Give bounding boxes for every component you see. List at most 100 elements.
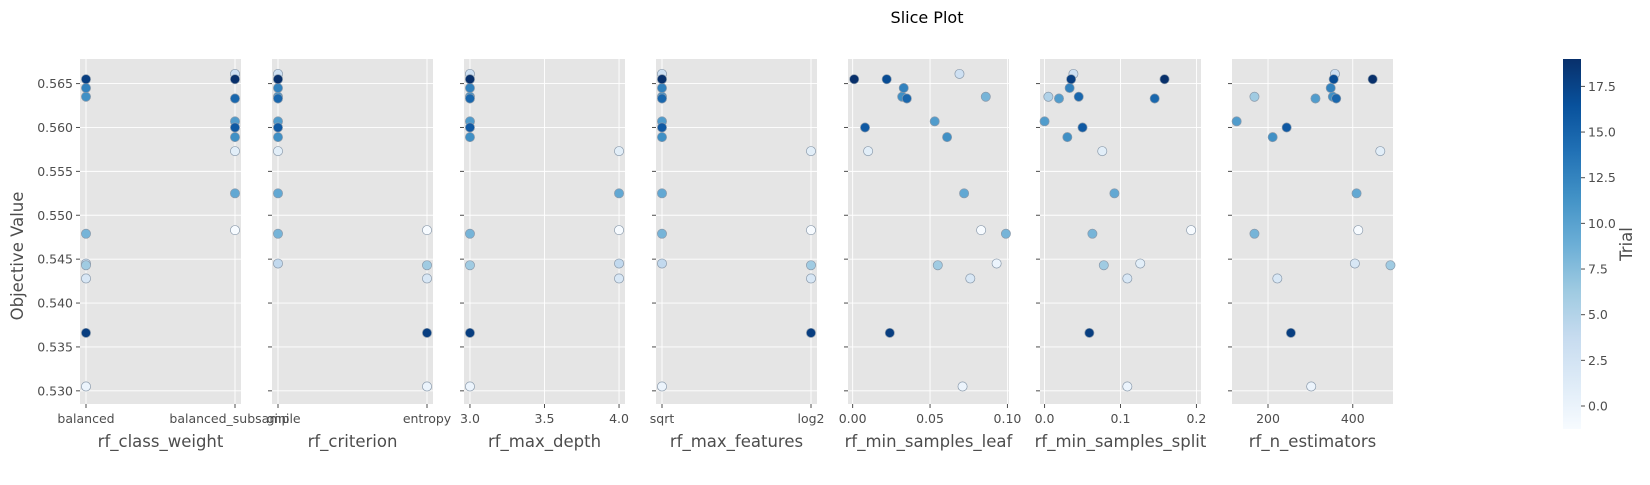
data-point [1351, 188, 1362, 199]
data-point [273, 83, 283, 93]
data-point [657, 74, 667, 85]
y-tick-label: 0.560 [37, 120, 73, 135]
data-point [81, 260, 91, 271]
x-tick-label: log2 [797, 411, 824, 426]
data-point [1272, 273, 1283, 284]
data-point [657, 83, 667, 93]
data-point [230, 146, 240, 157]
data-point [1231, 116, 1242, 127]
colorbar-tick-label: 15.0 [1588, 125, 1616, 140]
data-point [898, 83, 909, 93]
data-point [1135, 258, 1146, 269]
data-point [954, 68, 965, 79]
data-point [901, 93, 912, 104]
data-point [1310, 93, 1321, 104]
colorbar-tick-label: 17.5 [1588, 79, 1616, 94]
data-point [1098, 260, 1109, 271]
data-point [273, 132, 283, 143]
colorbar-tick-label: 10.0 [1588, 216, 1616, 231]
data-point [1097, 146, 1108, 157]
data-point [806, 260, 816, 271]
data-point [465, 93, 475, 104]
data-point [657, 228, 667, 239]
data-point [1084, 327, 1095, 338]
data-point [81, 228, 91, 239]
x-tick-label: 4.0 [609, 411, 629, 426]
data-point [1066, 74, 1077, 85]
data-point [849, 74, 860, 85]
data-point [980, 91, 991, 102]
x-tick-label: sqrt [650, 411, 675, 426]
data-point [465, 122, 475, 133]
data-point [942, 132, 953, 143]
panel-rf-n-estimators: 200 400 rf_n_estimators [1228, 59, 1396, 452]
data-point [806, 327, 816, 338]
x-tick-label: 0.1 [1111, 411, 1131, 426]
slice-panels: 0.530 0.535 0.540 0.545 0.550 0.555 0.560 0.565… [37, 59, 1396, 452]
data-point [991, 258, 1002, 269]
colorbar-tick-label: 12.5 [1588, 170, 1616, 185]
data-point [614, 273, 624, 284]
panel-rf-criterion: gini entropy rf_criterion [267, 59, 452, 452]
data-point [884, 327, 895, 338]
data-point [1285, 327, 1296, 338]
data-point [273, 146, 283, 157]
data-point [422, 327, 432, 338]
data-point [81, 74, 91, 85]
data-point [929, 116, 940, 127]
data-point [422, 273, 432, 284]
data-point [657, 122, 667, 133]
data-point [1328, 74, 1339, 85]
data-point [273, 258, 283, 269]
data-point [81, 83, 91, 93]
data-point [422, 381, 432, 392]
data-point [1122, 381, 1133, 392]
data-point [657, 381, 667, 392]
y-tick-label: 0.565 [37, 76, 73, 91]
data-point [614, 146, 624, 157]
x-tick-label: 0.0 [1035, 411, 1055, 426]
data-point [273, 74, 283, 85]
panel-rf-class-weight: 0.530 0.535 0.540 0.545 0.550 0.555 0.560 0.565… [37, 59, 301, 452]
panel-rf-max-depth: 3.0 3.5 4.0 rf_max_depth [460, 59, 629, 452]
data-point [1267, 132, 1278, 143]
x-tick-label: entropy [403, 411, 452, 426]
data-point [465, 132, 475, 143]
data-point [1122, 273, 1133, 284]
data-point [1375, 146, 1386, 157]
colorbar: Trial 0.0 2.5 5.0 7.5 10.0 12.5 15.0 17.5 [1563, 59, 1636, 429]
data-point [1349, 258, 1360, 269]
data-point [465, 83, 475, 93]
data-point [1043, 91, 1054, 102]
data-point [273, 228, 283, 239]
plot-area [656, 59, 817, 404]
data-point [806, 146, 816, 157]
data-point [657, 132, 667, 143]
data-point [273, 122, 283, 133]
y-axis-label: Objective Value [8, 192, 27, 321]
data-point [1077, 122, 1088, 133]
data-point [230, 132, 240, 143]
x-tick-label: 0.10 [994, 411, 1022, 426]
data-point [881, 74, 892, 85]
data-point [1249, 228, 1260, 239]
data-point [614, 258, 624, 269]
y-tick-label: 0.545 [37, 252, 73, 267]
data-point [81, 381, 91, 392]
panel-rf-max-features: sqrt log2 rf_max_features [650, 59, 825, 452]
data-point [965, 273, 976, 284]
x-axis-label: rf_class_weight [98, 432, 224, 452]
colorbar-tick-label: 0.0 [1588, 399, 1608, 414]
x-tick-label: 0.2 [1186, 411, 1206, 426]
data-point [957, 381, 968, 392]
plot-area [272, 59, 433, 404]
data-point [1249, 91, 1260, 102]
x-axis-label: rf_min_samples_leaf [845, 432, 1014, 452]
panel-rf-min-samples-leaf: 0.00 0.05 0.10 rf_min_samples_leaf [839, 59, 1022, 452]
data-point [230, 74, 240, 85]
data-point [614, 225, 624, 236]
data-point [1073, 91, 1084, 102]
y-tick-label: 0.540 [37, 296, 73, 311]
data-point [230, 225, 240, 236]
